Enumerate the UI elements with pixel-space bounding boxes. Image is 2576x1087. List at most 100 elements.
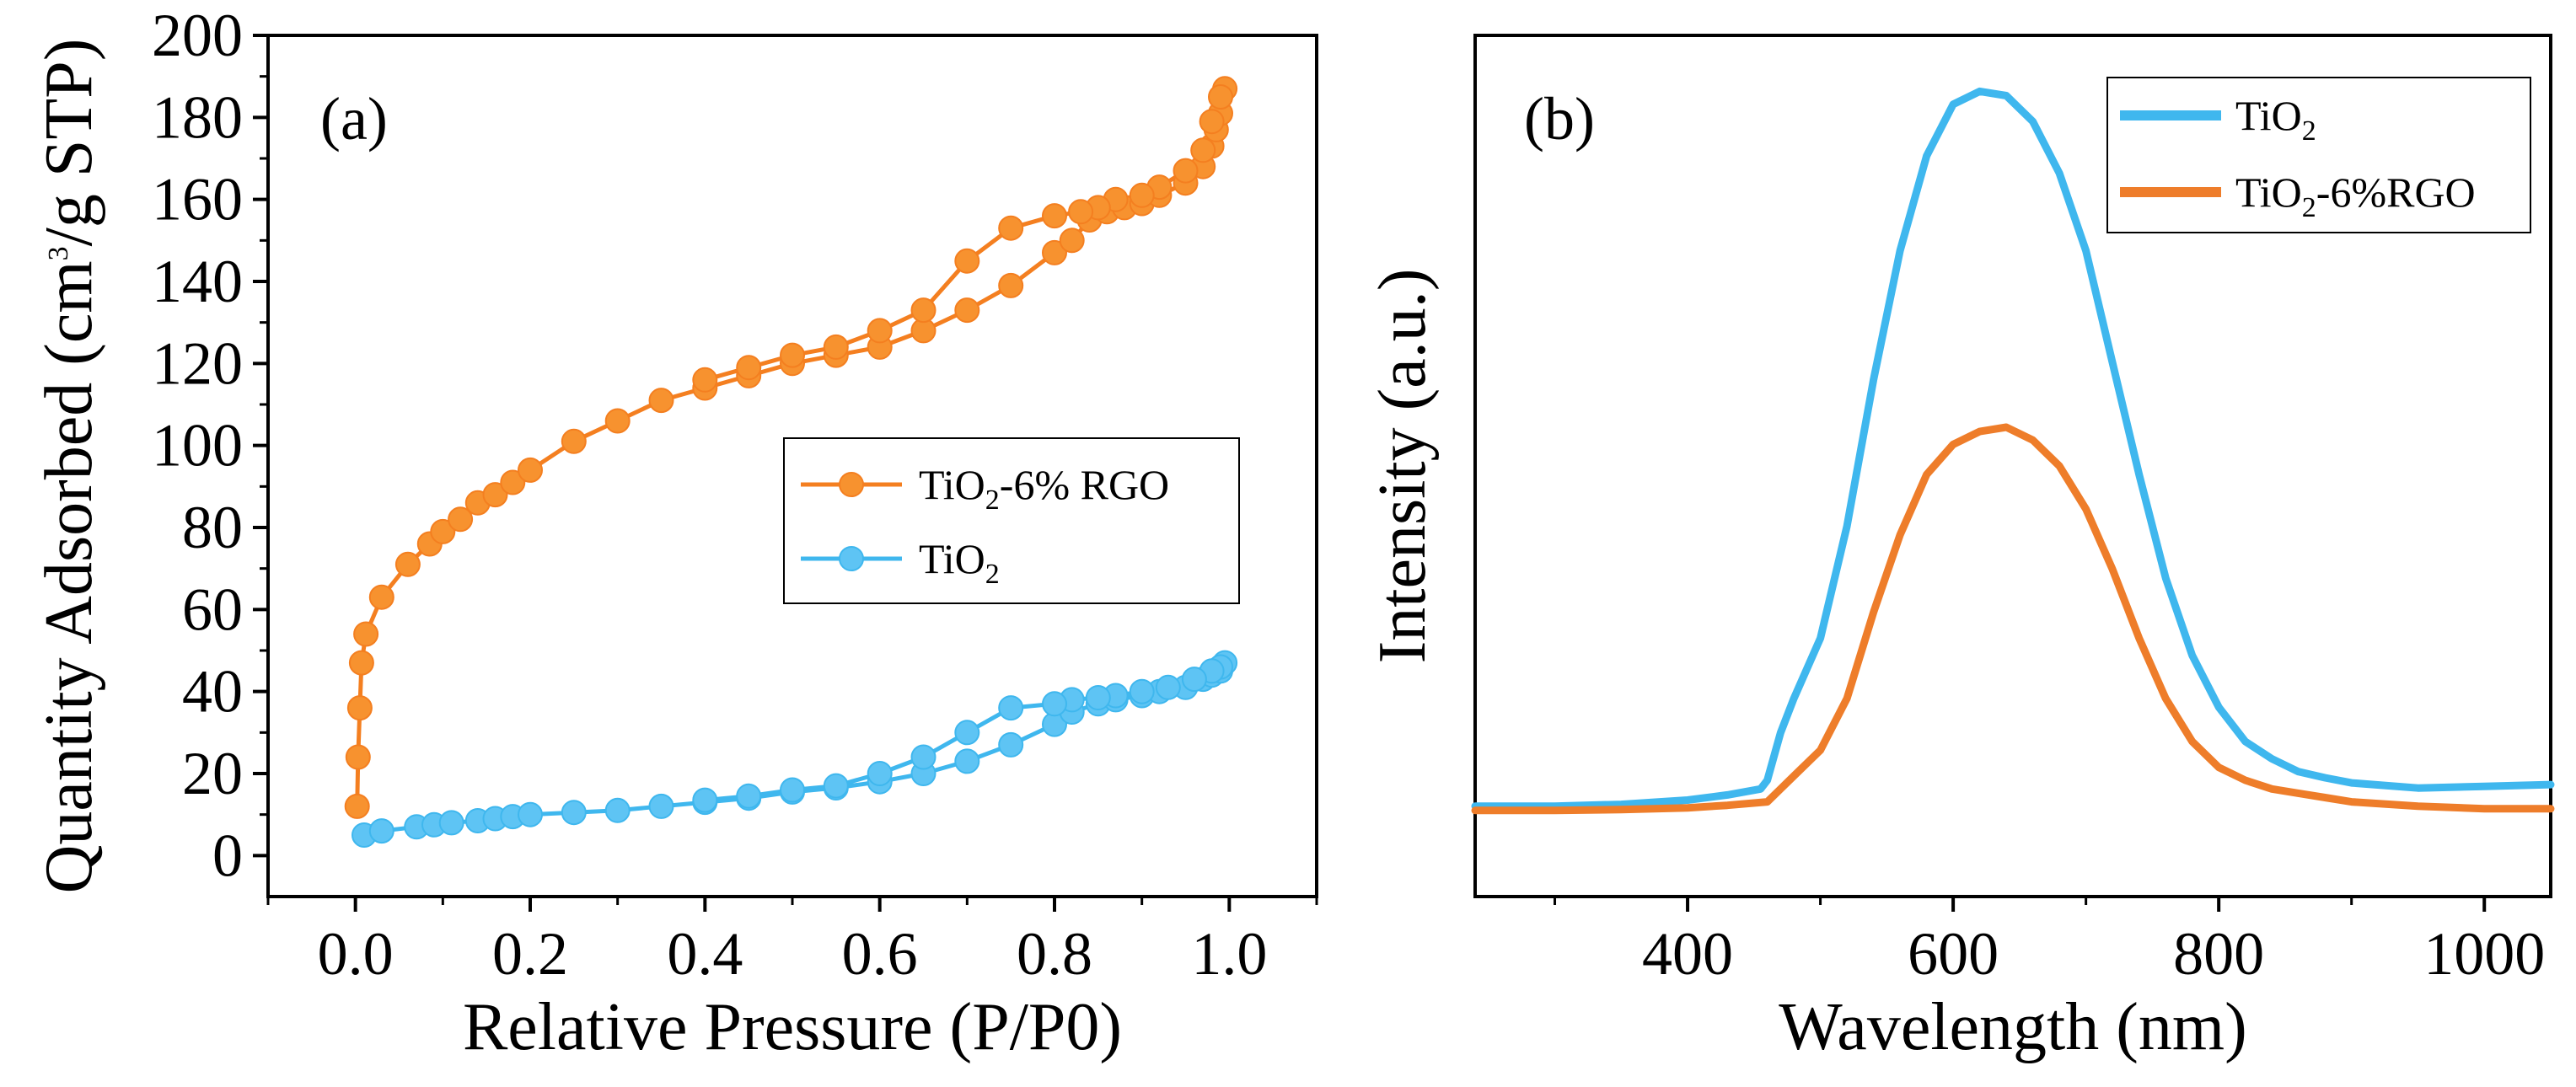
data-point-tio2-6-rgo — [954, 248, 980, 274]
panel-b-label: (b) — [1524, 85, 1595, 153]
data-point-tio2-6-rgo — [692, 367, 718, 393]
data-point-tio2-6-rgo — [736, 355, 762, 381]
data-point-tio2-6-rgo — [394, 551, 421, 577]
data-point-tio2-6-rgo — [344, 793, 370, 819]
series-line-b-tio2 — [1471, 87, 2555, 811]
data-point-tio2-6-rgo — [823, 334, 849, 360]
data-point-tio2-6-rgo — [561, 428, 587, 454]
data-point-tio2 — [823, 773, 849, 799]
data-point-tio2 — [998, 731, 1024, 758]
data-point-tio2 — [910, 744, 936, 770]
panel-a-y-tick-label: 120 — [152, 329, 243, 397]
panel-a-x-tick-label: 1.0 — [1191, 920, 1267, 988]
legend-marker-tio2-rgo — [839, 472, 864, 497]
data-point-tio2 — [998, 695, 1024, 721]
panel-b-x-axis: 400 600 800 1000 — [1554, 897, 2545, 988]
data-point-tio2 — [1085, 685, 1111, 710]
data-point-tio2-6-rgo — [353, 621, 379, 647]
data-point-tio2-6-rgo — [518, 457, 543, 483]
data-point-tio2 — [692, 787, 718, 813]
panel-a-x-tick-label: 0.0 — [318, 920, 394, 988]
data-point-tio2 — [648, 793, 674, 819]
panel-b-x-axis-title: Wavelength (nm) — [1779, 990, 2247, 1064]
series-line-b-tio2-6-rgo — [1471, 423, 2555, 815]
panel-b-y-axis-title: Intensity (a.u.) — [1366, 269, 1440, 664]
legend-label-b-tio2: TiO2 — [2235, 92, 2316, 147]
data-point-tio2 — [438, 810, 464, 836]
panel-a-x-axis-title: Relative Pressure (P/P0) — [463, 990, 1122, 1064]
data-point-tio2-6-rgo — [780, 342, 805, 368]
series-tio2 — [352, 650, 1238, 848]
data-point-tio2 — [780, 777, 805, 803]
panel-a-x-tick-label: 0.8 — [1017, 920, 1092, 988]
panel-a-x-tick-label: 0.6 — [842, 920, 918, 988]
panel-a-y-tick-label: 140 — [152, 248, 243, 315]
panel-a-y-tick-label: 40 — [182, 658, 243, 726]
panel-b-series — [1471, 87, 2555, 815]
data-point-tio2 — [1042, 691, 1067, 717]
data-point-tio2-6-rgo — [482, 482, 508, 508]
panel-a-y-tick-label: 60 — [182, 576, 243, 643]
panel-a-legend: TiO2-6% RGO TiO2 — [783, 437, 1240, 604]
data-point-tio2-6-rgo — [1042, 239, 1067, 265]
data-point-tio2 — [867, 761, 893, 786]
panel-b-plot-frame — [1473, 34, 2552, 898]
data-point-tio2-6-rgo — [1068, 199, 1094, 225]
data-point-tio2 — [518, 801, 543, 827]
panel-b-x-tick-label: 1000 — [2423, 920, 2545, 988]
panel-a-y-tick-label: 200 — [152, 2, 243, 69]
panel-a-y-title-superscript: 3 — [43, 246, 74, 260]
panel-b-photoluminescence-chart: 400 600 800 1000 (b) Wavelength (nm) Intens… — [1366, 34, 2555, 1064]
panel-a-y-tick-label: 100 — [152, 412, 243, 479]
series-tio2-6-rgo — [344, 76, 1238, 819]
panel-a-x-tick-label: 0.2 — [492, 920, 568, 988]
data-point-tio2-6-rgo — [910, 297, 936, 324]
panel-a-y-tick-label: 180 — [152, 83, 243, 151]
data-point-tio2 — [1181, 667, 1207, 693]
data-point-tio2-6-rgo — [1129, 182, 1155, 208]
panel-a-y-tick-label: 160 — [152, 166, 243, 233]
panel-a-adsorption-chart: 0.0 0.2 0.4 0.6 0.8 1.0 0 20 40 60 80 100 120 140 160… — [32, 2, 1318, 1064]
panel-a-x-tick-label: 0.4 — [667, 920, 743, 988]
data-point-tio2-6-rgo — [500, 469, 526, 495]
data-point-tio2 — [736, 783, 762, 809]
data-point-tio2 — [954, 748, 980, 774]
panel-b-x-tick-label: 600 — [1908, 920, 1999, 988]
legend-label-b-tio2-rgo: TiO2-6%RGO — [2235, 169, 2476, 223]
panel-a-y-title-tail: /g STP) — [32, 39, 106, 247]
data-point-tio2-6-rgo — [604, 408, 631, 434]
panel-b-x-tick-label: 800 — [2173, 920, 2264, 988]
panel-a-legend-box — [783, 437, 1240, 604]
panel-b-legend: TiO2 TiO2-6%RGO — [2106, 77, 2531, 233]
panel-a-y-axis: 0 20 40 60 80 100 120 140 160 180 200 — [152, 2, 268, 889]
data-point-tio2-6-rgo — [448, 506, 474, 533]
data-point-tio2 — [1155, 674, 1181, 700]
data-point-tio2-6-rgo — [867, 318, 893, 344]
panel-a-y-title-main: Quantity Adsorbed (cm — [32, 260, 106, 893]
panel-a-series — [344, 76, 1238, 848]
data-point-tio2-6-rgo — [1190, 137, 1216, 163]
data-point-tio2 — [368, 818, 394, 844]
data-point-tio2-6-rgo — [348, 650, 374, 676]
data-point-tio2 — [1129, 678, 1155, 704]
panel-a-label: (a) — [320, 85, 388, 153]
data-point-tio2-6-rgo — [648, 388, 674, 414]
panel-b-x-tick-label: 400 — [1642, 920, 1733, 988]
data-point-tio2-6-rgo — [1208, 84, 1233, 110]
data-point-tio2-6-rgo — [1199, 109, 1225, 135]
data-point-tio2-6-rgo — [954, 297, 980, 324]
data-point-tio2-6-rgo — [1042, 203, 1067, 229]
panel-a-y-tick-label: 80 — [182, 494, 243, 561]
panel-a-y-tick-label: 0 — [212, 822, 243, 889]
panel-a-y-axis-title: Quantity Adsorbed (cm3/g STP) — [32, 39, 106, 894]
data-point-tio2 — [954, 720, 980, 746]
legend-label-tio2-rgo: TiO2-6% RGO — [919, 461, 1169, 516]
data-point-tio2-6-rgo — [346, 695, 373, 721]
data-point-tio2 — [604, 797, 631, 823]
legend-label-tio2: TiO2 — [919, 535, 1000, 590]
data-point-tio2-6-rgo — [345, 744, 371, 770]
data-point-tio2-6-rgo — [998, 272, 1024, 298]
legend-marker-tio2 — [839, 546, 864, 571]
panel-b-legend-box — [2106, 77, 2531, 233]
